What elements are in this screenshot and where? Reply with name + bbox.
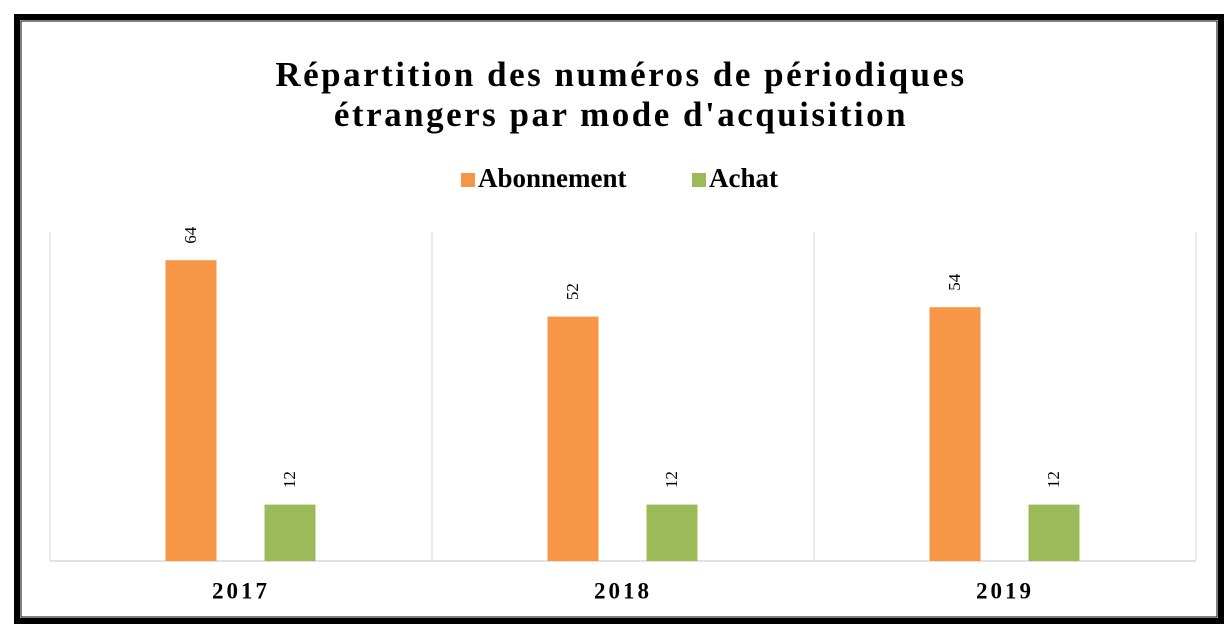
chart-title: Répartition des numéros de périodiques <box>275 55 966 94</box>
data-label: 52 <box>563 283 582 300</box>
data-label: 64 <box>181 226 200 244</box>
data-label: 12 <box>662 471 681 488</box>
frame-inner <box>20 20 1218 618</box>
bar <box>1028 504 1080 561</box>
bar <box>264 504 316 561</box>
data-label: 12 <box>280 471 299 488</box>
chart-title: étrangers par mode d'acquisition <box>334 95 908 134</box>
bar <box>165 260 217 561</box>
x-tick-label: 2017 <box>212 578 270 603</box>
frame <box>14 14 1224 624</box>
x-tick-label: 2018 <box>594 578 652 603</box>
data-label: 12 <box>1044 471 1063 488</box>
bar <box>646 504 698 561</box>
x-tick-label: 2019 <box>976 578 1034 603</box>
bar <box>547 316 599 561</box>
legend-swatch <box>461 173 475 187</box>
bar <box>929 307 981 561</box>
data-label: 54 <box>945 273 964 291</box>
legend-swatch <box>692 173 706 187</box>
legend-label: Abonnement <box>478 163 627 193</box>
legend-label: Achat <box>709 163 778 193</box>
